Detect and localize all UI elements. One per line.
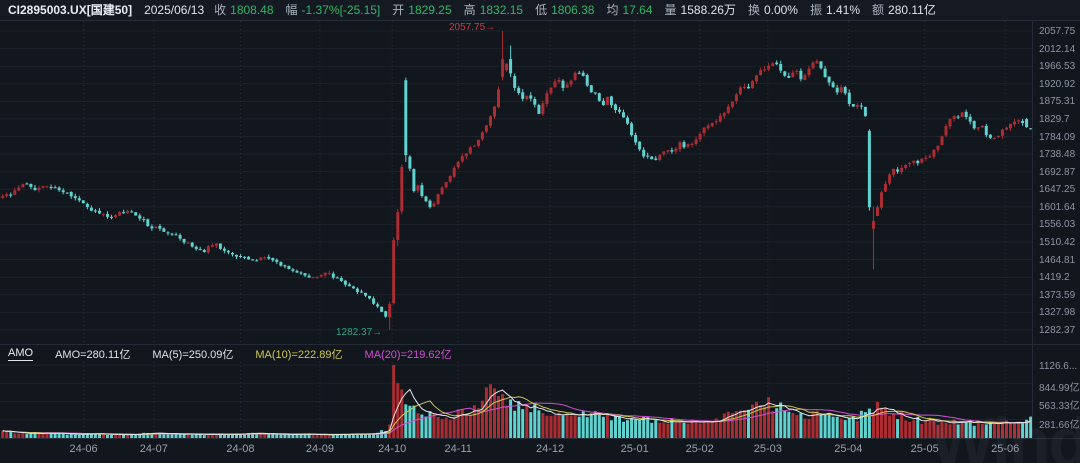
month-label: 24-09 <box>305 443 334 455</box>
main-grid <box>0 21 1032 344</box>
quote-field: 高 1832.15 <box>464 0 523 21</box>
field-value: 17.64 <box>622 2 653 17</box>
price-axis-label: 1692.87 <box>1039 166 1076 178</box>
field-label: 换 <box>747 2 760 17</box>
field-value: -1.37%[-25.15] <box>301 2 381 17</box>
volume-axis-label: 563.33亿 <box>1039 401 1080 413</box>
price-axis-label: 1875.31 <box>1039 96 1076 108</box>
month-label: 24-10 <box>378 443 407 455</box>
field-value: 1588.26万 <box>680 2 736 17</box>
field-label: 收 <box>214 2 227 17</box>
field-value: 0.00% <box>763 2 798 17</box>
month-label: 24-12 <box>535 443 565 455</box>
price-axis-label: 1966.53 <box>1039 61 1076 73</box>
symbol-name: CI2895003.UX[国建50] <box>8 2 133 17</box>
quote-field: 开 1829.25 <box>392 0 451 21</box>
month-label: 25-04 <box>834 443 863 455</box>
month-label: 24-07 <box>139 443 168 455</box>
amo-legend-values: AMO=280.11亿 MA(5)=250.09亿 MA(10)=222.89亿 MA… <box>55 346 452 362</box>
high-price-annotation: 2057.75→ <box>449 22 496 33</box>
price-axis-label: 2012.14 <box>1039 43 1076 55</box>
price-axis-label: 1282.37 <box>1039 325 1076 336</box>
price-axis-label: 1327.98 <box>1039 307 1076 319</box>
amo-legend-item: MA(20)=219.62亿 <box>364 348 452 361</box>
volume-axis-label: 1126.6... <box>1039 360 1078 372</box>
quote-header: CI2895003.UX[国建50] 2025/06/13 收 1808.48 幅 -… <box>0 0 1080 21</box>
volume-axis-label: 281.66亿 <box>1039 419 1080 431</box>
price-axis: 2057.75 2012.14 1966.53 1920.92 1875.31 1829.… <box>1032 21 1080 438</box>
price-axis-label: 1464.81 <box>1039 254 1076 266</box>
quote-fields: 收 1808.48 幅 -1.37%[-25.15] 开 1829.25 高 1832.15 低… <box>214 0 936 21</box>
volume-bars-layer <box>1 365 1032 438</box>
field-label: 额 <box>872 2 885 17</box>
field-value: 1829.25 <box>408 2 452 17</box>
quote-field: 振 1.41% <box>810 0 860 21</box>
low-price-annotation: 1282.37→ <box>336 327 383 338</box>
price-axis-label: 1647.25 <box>1039 184 1076 196</box>
field-label: 量 <box>664 2 677 17</box>
price-axis-label: 2057.75 <box>1039 26 1076 37</box>
amo-legend-item: MA(5)=250.09亿 <box>152 348 234 361</box>
quote-date: 2025/06/13 <box>144 2 205 17</box>
field-label: 开 <box>392 2 405 17</box>
month-label: 24-08 <box>226 443 255 455</box>
field-value: 1.41% <box>826 2 861 17</box>
field-label: 高 <box>463 2 476 17</box>
quote-field: 幅 -1.37%[-25.15] <box>286 0 381 21</box>
field-label: 幅 <box>285 2 298 17</box>
month-label: 25-03 <box>753 443 782 455</box>
quote-field: 额 280.11亿 <box>872 0 936 21</box>
month-label: 25-02 <box>685 443 714 455</box>
field-value: 1808.48 <box>230 2 274 17</box>
candlestick-layer <box>1 31 1032 330</box>
volume-axis-label: 844.99亿 <box>1039 383 1080 395</box>
pane-divider <box>0 344 1080 345</box>
quote-field: 低 1806.38 <box>535 0 594 21</box>
price-axis-label: 1738.48 <box>1039 149 1076 161</box>
month-label: 24-11 <box>444 443 472 455</box>
quote-field: 换 0.00% <box>748 0 798 21</box>
price-axis-label: 1373.59 <box>1039 289 1076 301</box>
bottom-divider <box>0 438 1080 439</box>
field-label: 均 <box>606 2 619 17</box>
price-axis-label: 1510.42 <box>1039 237 1076 249</box>
field-value: 280.11亿 <box>888 2 936 17</box>
month-label: 25-01 <box>620 443 649 455</box>
volume-chart-pane[interactable] <box>0 362 1032 438</box>
price-axis-label: 1829.7 <box>1039 113 1070 125</box>
price-axis-label: 1601.64 <box>1039 201 1076 213</box>
amo-legend-item: AMO=280.11亿 <box>55 348 131 361</box>
amo-legend-item: MA(10)=222.89亿 <box>255 348 343 361</box>
price-axis-label: 1556.03 <box>1039 219 1076 231</box>
price-axis-label: 1920.92 <box>1039 78 1076 90</box>
ma5-line <box>2 388 1031 436</box>
quote-field: 量 1588.26万 <box>665 0 736 21</box>
field-label: 振 <box>809 2 822 17</box>
amo-tab[interactable]: AMO <box>8 346 34 361</box>
month-label: 25-06 <box>991 443 1020 455</box>
time-axis: 24-06 24-07 24-08 24-09 24-10 24-11 24-12 25-01… <box>0 439 1080 463</box>
field-label: 低 <box>535 2 548 17</box>
quote-field: 收 1808.48 <box>214 0 273 21</box>
month-label: 25-05 <box>910 443 939 455</box>
quote-field: 均 17.64 <box>606 0 652 21</box>
amo-legend: AMO AMO=280.11亿 MA(5)=250.09亿 MA(10)=222.8… <box>8 346 452 361</box>
field-value: 1832.15 <box>479 2 524 17</box>
price-axis-label: 1784.09 <box>1039 131 1076 143</box>
field-value: 1806.38 <box>551 2 595 17</box>
price-axis-label: 1419.2 <box>1039 272 1070 284</box>
month-label: 24-06 <box>69 443 98 455</box>
main-chart-pane[interactable] <box>0 21 1032 344</box>
